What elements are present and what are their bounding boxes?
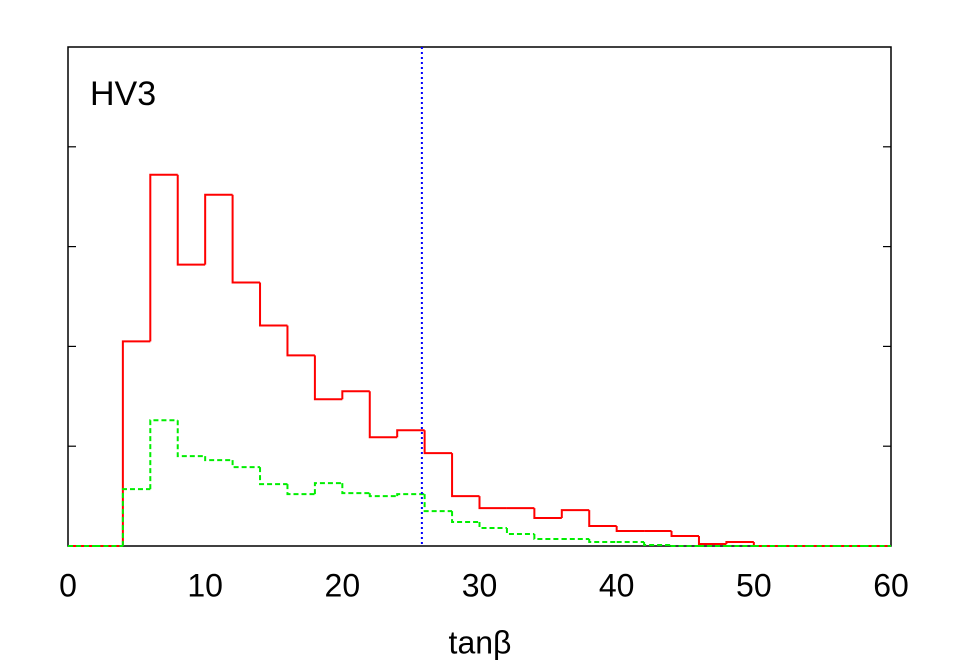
x-tick-label: 30 xyxy=(462,567,498,603)
histogram-step xyxy=(588,510,617,528)
histogram-step xyxy=(149,173,178,342)
histogram-step xyxy=(643,542,672,547)
histogram-step xyxy=(615,526,645,533)
histogram-step xyxy=(313,482,343,495)
histogram-step xyxy=(588,539,617,544)
histogram-step xyxy=(231,460,261,469)
histogram-step xyxy=(121,488,151,546)
histogram-step xyxy=(423,430,453,455)
histogram-step xyxy=(286,325,315,357)
histogram-step xyxy=(697,536,727,546)
histogram-step xyxy=(341,483,370,495)
x-tick-label: 60 xyxy=(873,567,909,603)
histogram-step xyxy=(231,194,261,284)
histogram-step xyxy=(478,496,507,510)
x-tick-label: 50 xyxy=(736,567,772,603)
histogram-step xyxy=(533,534,562,541)
histogram-step xyxy=(176,420,206,458)
x-axis-label: tanβ xyxy=(449,624,512,660)
histogram-step xyxy=(478,522,507,530)
histogram-step xyxy=(368,391,398,439)
histogram-step xyxy=(505,528,535,536)
histogram-step xyxy=(396,493,425,497)
histogram-step xyxy=(204,193,233,265)
x-tick-label: 0 xyxy=(59,567,77,603)
histogram-step xyxy=(451,453,480,498)
histogram-step xyxy=(670,545,699,547)
annotation: HV3 xyxy=(90,75,156,113)
histogram-step xyxy=(670,531,699,538)
histogram-step xyxy=(396,429,425,438)
histogram-step xyxy=(368,493,398,498)
histogram-step xyxy=(451,511,480,524)
histogram-step xyxy=(725,541,754,545)
histogram-step xyxy=(176,174,206,266)
histogram-step xyxy=(313,355,343,401)
x-tick-label: 10 xyxy=(187,567,223,603)
plot-frame xyxy=(67,46,892,547)
histogram-step xyxy=(286,484,315,496)
x-tick-label: 40 xyxy=(599,567,635,603)
histogram-step xyxy=(259,282,288,327)
histogram-step xyxy=(533,508,562,520)
histogram-step xyxy=(423,494,453,513)
histogram-step xyxy=(121,340,151,546)
histogram-step xyxy=(341,390,370,400)
x-tick-label: 20 xyxy=(325,567,361,603)
histogram-step xyxy=(204,456,233,462)
histogram-step xyxy=(259,467,288,486)
histogram-step xyxy=(560,509,590,519)
histogram-step xyxy=(149,419,178,490)
